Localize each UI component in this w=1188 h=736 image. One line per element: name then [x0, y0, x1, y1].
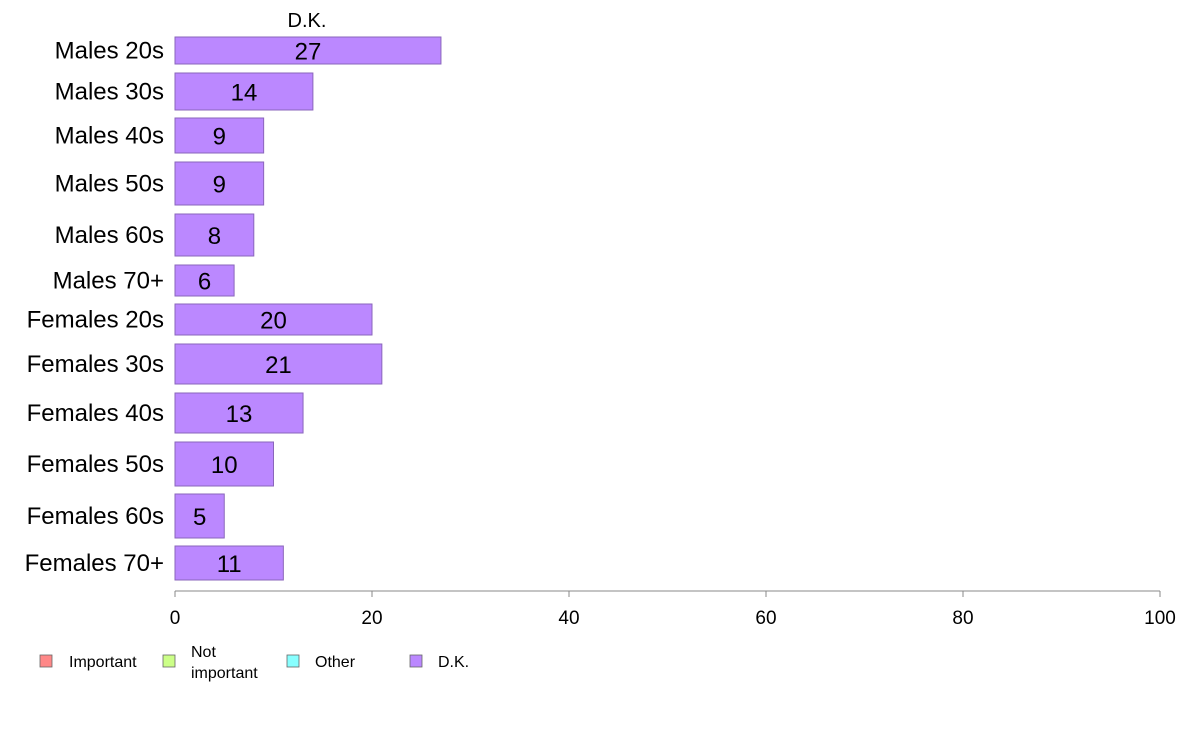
bar-value-label: 20 — [260, 308, 287, 335]
chart-title: D.K. — [288, 10, 327, 32]
bar — [174, 72, 314, 111]
x-tick-label: 20 — [361, 608, 382, 629]
category-label: Females 70+ — [25, 550, 164, 577]
legend-label: Important — [69, 654, 137, 671]
bar-value-label: 8 — [208, 223, 221, 250]
category-label: Males 60s — [55, 222, 164, 249]
x-tick-label: 40 — [558, 608, 579, 629]
bar — [174, 303, 373, 336]
bar-value-label: 13 — [226, 401, 253, 428]
legend: Important Not important Other D.K. — [39, 644, 469, 682]
legend-swatch — [286, 654, 300, 668]
category-label: Females 20s — [27, 307, 164, 334]
x-tick-label: 0 — [170, 608, 181, 629]
category-label: Males 30s — [55, 79, 164, 106]
bar-value-label: 27 — [295, 39, 322, 66]
bar — [174, 213, 255, 257]
category-label: Males 40s — [55, 123, 164, 150]
category-label: Females 60s — [27, 503, 164, 530]
category-label: Females 40s — [27, 400, 164, 427]
legend-label: D.K. — [438, 654, 469, 671]
bars — [174, 36, 442, 581]
bar-value-label: 5 — [193, 504, 206, 531]
bar — [174, 117, 265, 154]
category-label: Males 20s — [55, 38, 164, 65]
bar-value-label: 6 — [198, 269, 211, 296]
x-axis: 0 20 40 60 80 100 — [170, 590, 1176, 629]
bar-value-label: 9 — [213, 124, 226, 151]
category-label: Males 70+ — [53, 268, 164, 295]
bar — [174, 343, 383, 385]
legend-label: Other — [315, 654, 356, 671]
bar — [174, 493, 225, 539]
legend-swatch — [39, 654, 53, 668]
category-label: Males 50s — [55, 171, 164, 198]
bar-value-label: 14 — [231, 80, 258, 107]
x-tick-label: 60 — [755, 608, 776, 629]
category-label: Females 30s — [27, 351, 164, 378]
category-label: Females 50s — [27, 451, 164, 478]
bar-value-label: 11 — [217, 551, 242, 578]
bar — [174, 264, 235, 297]
x-tick-label: 100 — [1144, 608, 1176, 629]
legend-swatch — [162, 654, 176, 668]
bar — [174, 392, 304, 434]
bar — [174, 441, 274, 487]
legend-label: Not important — [191, 644, 258, 682]
category-labels: Males 20s Males 30s Males 40s Males 50s Male… — [25, 38, 164, 578]
legend-swatch — [409, 654, 423, 668]
bar — [174, 545, 284, 581]
bar-value-label: 9 — [213, 172, 226, 199]
bar — [174, 36, 442, 65]
x-tick-label: 80 — [952, 608, 973, 629]
bar — [174, 161, 265, 206]
bar-value-label: 10 — [211, 452, 238, 479]
bar-value-label: 21 — [265, 352, 292, 379]
